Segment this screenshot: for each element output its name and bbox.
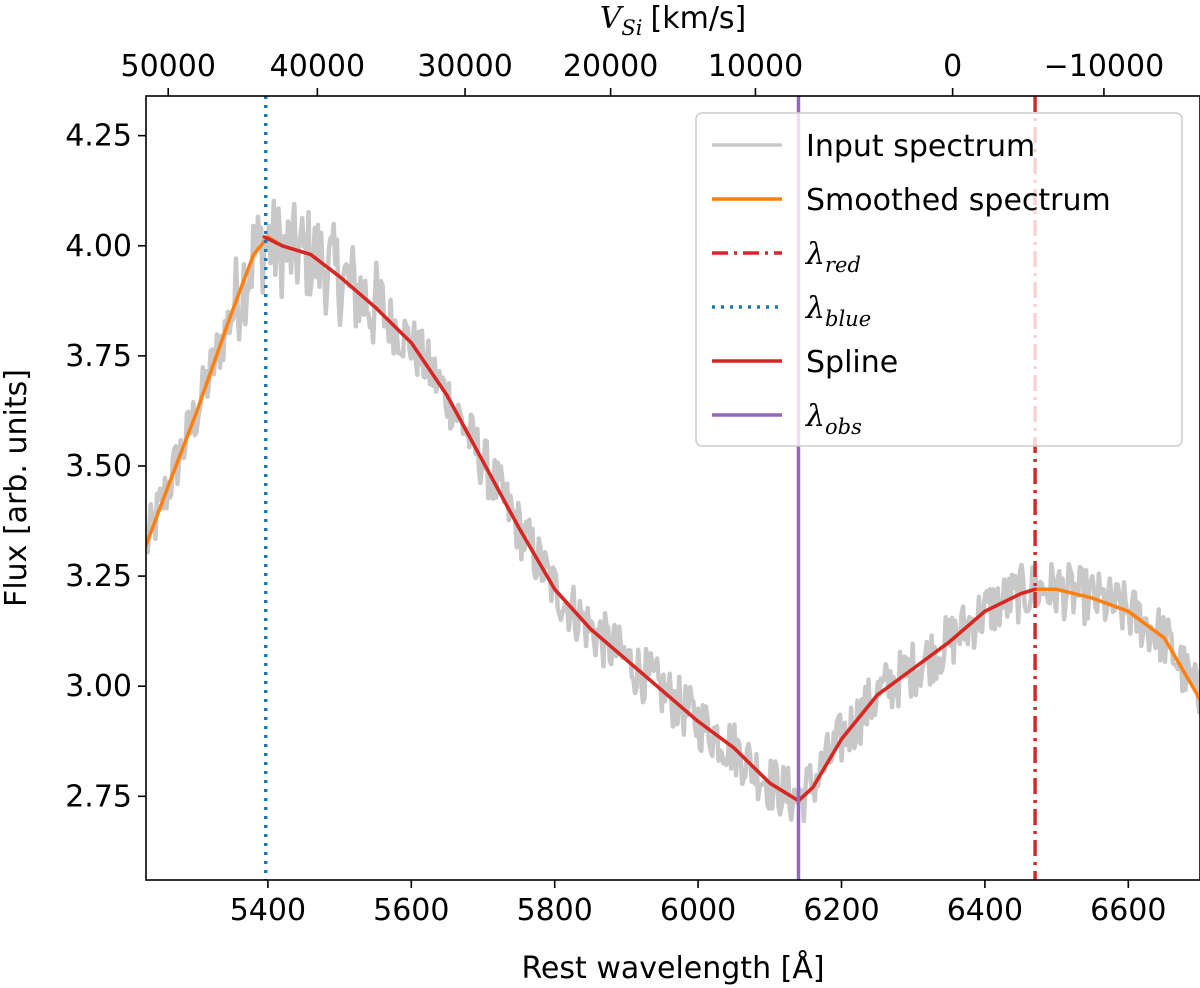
y-tick-label: 3.75 [65,339,132,374]
y-tick-label: 2.75 [65,779,132,814]
x-tick-label: 5800 [517,893,593,928]
top-tick-label: 0 [943,49,962,84]
x-axis-ticks: 5400 5600 5800 6000 6200 6400 6600 [230,880,1166,928]
top-tick-label: 50000 [121,49,216,84]
y-tick-label: 4.25 [65,119,132,154]
top-tick-label: 20000 [563,49,658,84]
top-tick-label: 30000 [417,49,512,84]
legend-label-subscript: obs [825,415,862,439]
top-axis-label-subscript: Si [621,16,642,40]
top-axis-label-symbol: V [600,1,625,36]
y-tick-label: 3.25 [65,559,132,594]
series-spline [262,235,1037,803]
legend-label: λred [805,237,861,277]
y-axis-ticks: 2.75 3.00 3.25 3.50 3.75 4.00 4.25 [65,119,146,814]
y-axis-label: Flux [arb. units] [0,369,34,607]
top-tick-label: 10000 [708,49,803,84]
top-tick-label: −10000 [1044,49,1165,84]
y-tick-label: 4.00 [65,229,132,264]
x-tick-label: 5600 [373,893,449,928]
legend-label-symbol: λ [805,237,825,272]
legend-label-subscript: red [825,253,861,277]
legend-label: Spline [806,345,898,380]
x-tick-label: 6000 [660,893,736,928]
legend-label: Input spectrum [806,129,1035,164]
x-axis-label: Rest wavelength [Å] [521,950,824,986]
legend-label-subscript: blue [825,307,871,331]
legend-label: Smoothed spectrum [806,183,1111,218]
top-axis-ticks: 50000 40000 30000 20000 10000 0 −10000 [121,49,1165,96]
x-tick-label: 6400 [947,893,1023,928]
x-tick-label: 6200 [803,893,879,928]
y-tick-label: 3.00 [65,669,132,704]
top-axis-label-unit: [km/s] [651,1,747,36]
top-axis-label: VSi [km/s] [600,1,747,40]
series-layer [146,198,1200,824]
legend-label-symbol: λ [805,291,825,326]
plot-frame [145,95,1200,881]
y-tick-label: 3.50 [65,449,132,484]
x-tick-label: 6600 [1090,893,1166,928]
legend-label: λobs [805,399,862,439]
legend-label-symbol: λ [805,399,825,434]
top-tick-label: 40000 [270,49,365,84]
legend-box [695,112,1183,447]
legend-label: λblue [805,291,871,331]
x-tick-label: 5400 [230,893,306,928]
series-input-spectrum [146,198,1200,824]
